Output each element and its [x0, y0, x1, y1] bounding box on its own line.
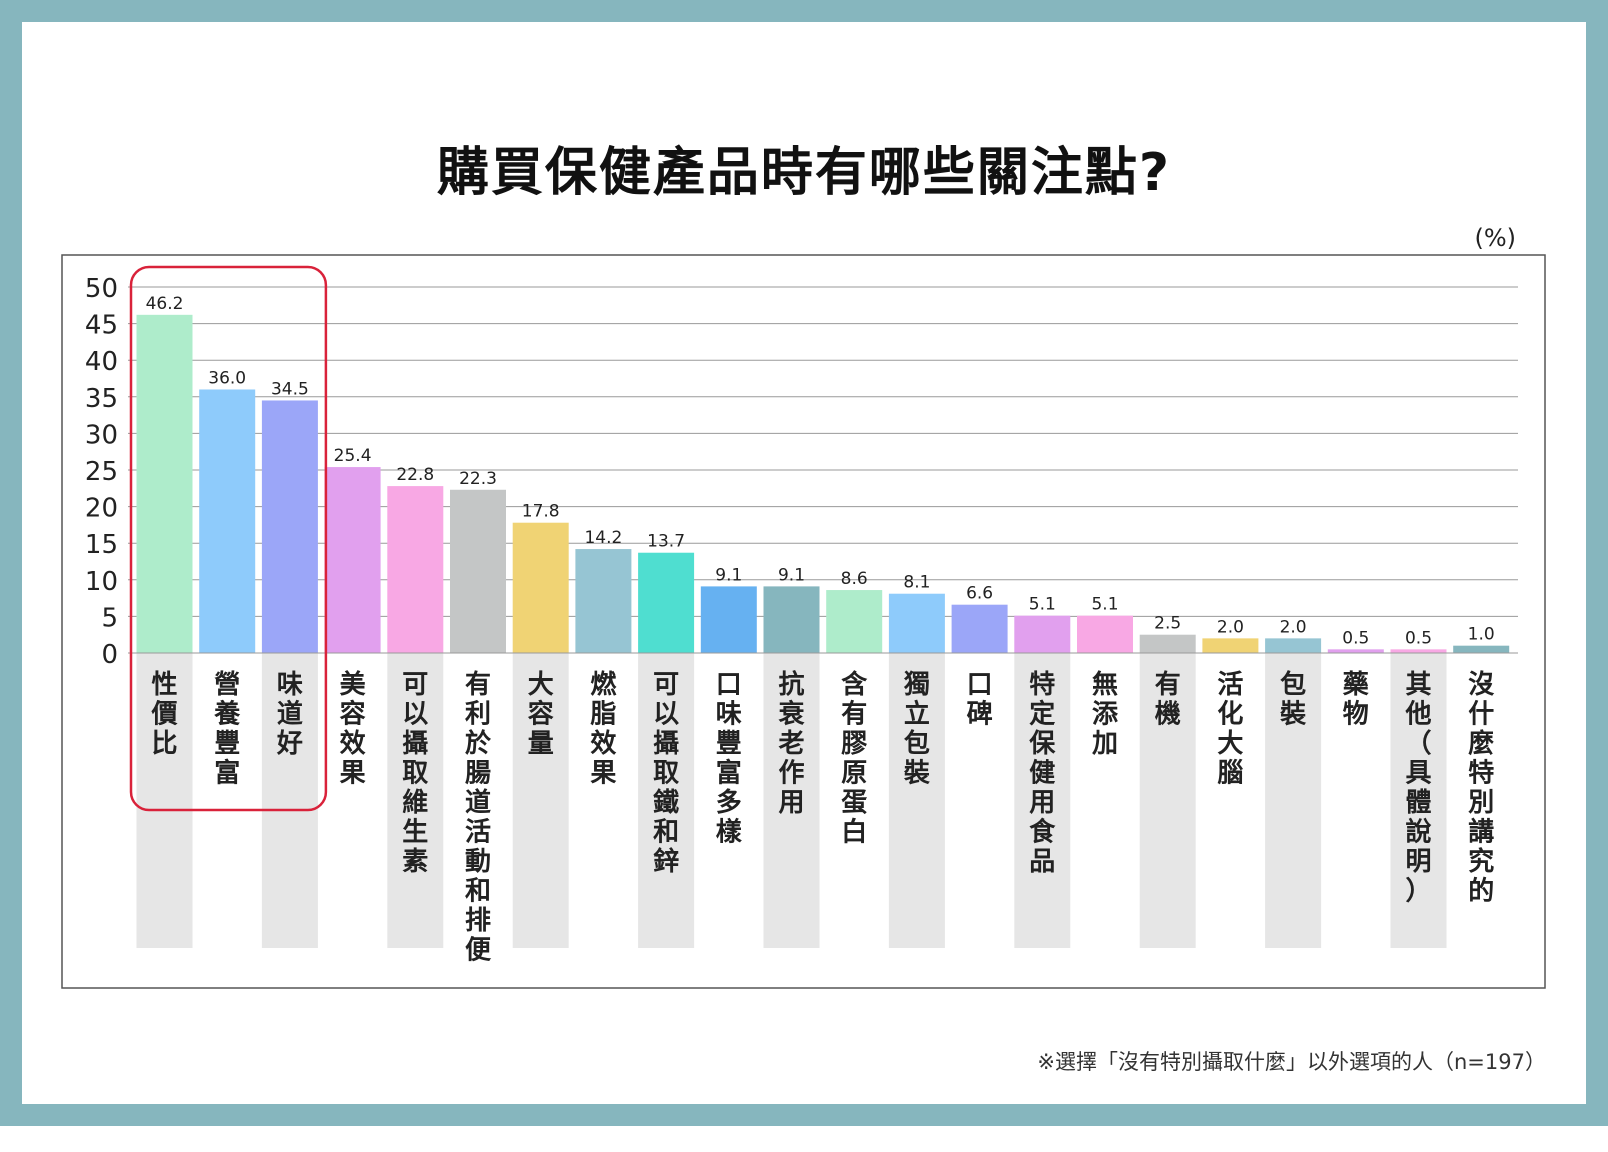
data-label: 13.7 — [647, 532, 685, 552]
category-label-strip — [1014, 653, 1071, 948]
x-tick-label: 含有膠原蛋白 — [841, 669, 868, 848]
data-label: 17.8 — [522, 502, 560, 522]
x-tick-label: 美容效果 — [340, 669, 366, 789]
data-label: 14.2 — [584, 528, 622, 548]
x-tick-label: 燃脂效果 — [590, 670, 617, 789]
category-label-strip — [763, 653, 820, 948]
x-tick-label: 味道好 — [276, 670, 303, 759]
category-label-strip — [387, 653, 444, 948]
x-tick-label: 有利於腸道活動和排便 — [465, 670, 492, 966]
x-tick-label: 可以攝取鐵和鋅 — [653, 670, 679, 877]
category-label-strip — [1390, 653, 1447, 948]
category-label-strip — [136, 653, 193, 948]
x-tick-label: 營養豐富 — [213, 670, 241, 789]
category-label-strip — [638, 653, 695, 948]
bar — [324, 467, 381, 653]
y-tick-label: 5 — [101, 603, 118, 633]
x-tick-label: 抗衰老作用 — [777, 669, 805, 818]
bar — [1014, 615, 1071, 653]
bar — [638, 552, 695, 653]
bar — [387, 486, 444, 653]
x-tick-label: 大容量 — [528, 670, 554, 759]
x-tick-label: 特定保健用食品 — [1028, 669, 1056, 877]
y-tick-label: 15 — [85, 530, 118, 560]
x-tick-label: 沒什麼特別講究的 — [1468, 670, 1494, 907]
x-tick-label: 口味豐富多樣 — [716, 670, 743, 848]
category-label-strip — [888, 653, 945, 948]
x-tick-label: 藥物 — [1342, 670, 1369, 730]
plot-border — [61, 254, 1546, 989]
bar — [575, 549, 632, 653]
data-label: 8.1 — [903, 573, 930, 593]
x-tick-label: 可以攝取維生素 — [402, 670, 428, 877]
x-tick-label: 性價比 — [150, 670, 178, 759]
data-label: 22.3 — [459, 469, 497, 489]
bar — [700, 586, 757, 653]
data-label: 36.0 — [208, 368, 246, 388]
bar — [1390, 649, 1447, 653]
data-label: 9.1 — [715, 565, 742, 585]
data-label: 2.0 — [1217, 617, 1244, 637]
data-label: 6.6 — [966, 584, 993, 604]
data-label: 25.4 — [334, 446, 372, 466]
x-tick-label: 有機 — [1155, 670, 1181, 730]
bar — [199, 389, 256, 653]
bar — [1327, 649, 1384, 653]
chart-title: 購買保健產品時有哪些關注點? — [436, 143, 1172, 203]
data-label: 1.0 — [1468, 625, 1495, 645]
bar — [763, 586, 820, 653]
data-label: 5.1 — [1091, 595, 1118, 615]
bar — [261, 400, 318, 653]
bar — [512, 522, 569, 653]
category-label-strip — [1265, 653, 1322, 948]
x-tick-label: 活化大腦 — [1217, 670, 1243, 789]
x-tick-label: 其他（具體說明） — [1404, 670, 1431, 907]
data-label: 5.1 — [1029, 595, 1056, 615]
x-tick-label: 口碑 — [967, 670, 993, 730]
data-label: 0.5 — [1342, 628, 1369, 648]
unit-label: (%) — [1474, 224, 1516, 252]
data-label: 0.5 — [1405, 628, 1432, 648]
y-tick-label: 25 — [85, 457, 118, 487]
data-label: 46.2 — [146, 294, 184, 314]
bar — [450, 489, 506, 653]
y-tick-label: 45 — [85, 311, 118, 341]
y-tick-label: 20 — [85, 494, 118, 524]
bar-chart: 0 5 10 15 20 25 30 35 40 45 50 46.2 36.0 34.5 25.4 22.8… — [61, 254, 1546, 989]
data-label: 8.6 — [841, 569, 868, 589]
x-tick-label: 獨立包裝 — [903, 670, 931, 789]
data-label: 34.5 — [271, 379, 309, 399]
y-tick-label: 30 — [85, 420, 118, 450]
footnote: ※選擇「沒有特別攝取什麼」以外選項的人（n=197） — [1037, 1050, 1546, 1074]
category-label-strip — [1139, 653, 1196, 948]
data-label: 22.8 — [396, 465, 434, 485]
bar — [1453, 645, 1510, 653]
x-tick-label: 無添加 — [1092, 670, 1119, 759]
bar — [1139, 634, 1196, 653]
bar — [1265, 638, 1322, 653]
bar — [1202, 638, 1259, 653]
bar — [951, 604, 1008, 653]
category-label-strip — [261, 653, 318, 948]
y-tick-label: 10 — [85, 567, 118, 597]
highlight-box — [129, 265, 328, 812]
y-tick-label: 50 — [85, 274, 118, 304]
x-tick-label: 包裝 — [1280, 669, 1307, 730]
data-label: 2.0 — [1280, 617, 1307, 637]
data-label: 2.5 — [1154, 614, 1181, 634]
data-label: 9.1 — [778, 565, 805, 585]
bar — [1077, 615, 1133, 653]
y-tick-label: 0 — [101, 640, 118, 670]
bar — [826, 590, 883, 653]
y-tick-label: 40 — [85, 347, 118, 377]
bar — [888, 593, 945, 653]
bar — [136, 314, 193, 653]
y-tick-label: 35 — [85, 384, 118, 414]
category-label-strip — [512, 653, 569, 948]
